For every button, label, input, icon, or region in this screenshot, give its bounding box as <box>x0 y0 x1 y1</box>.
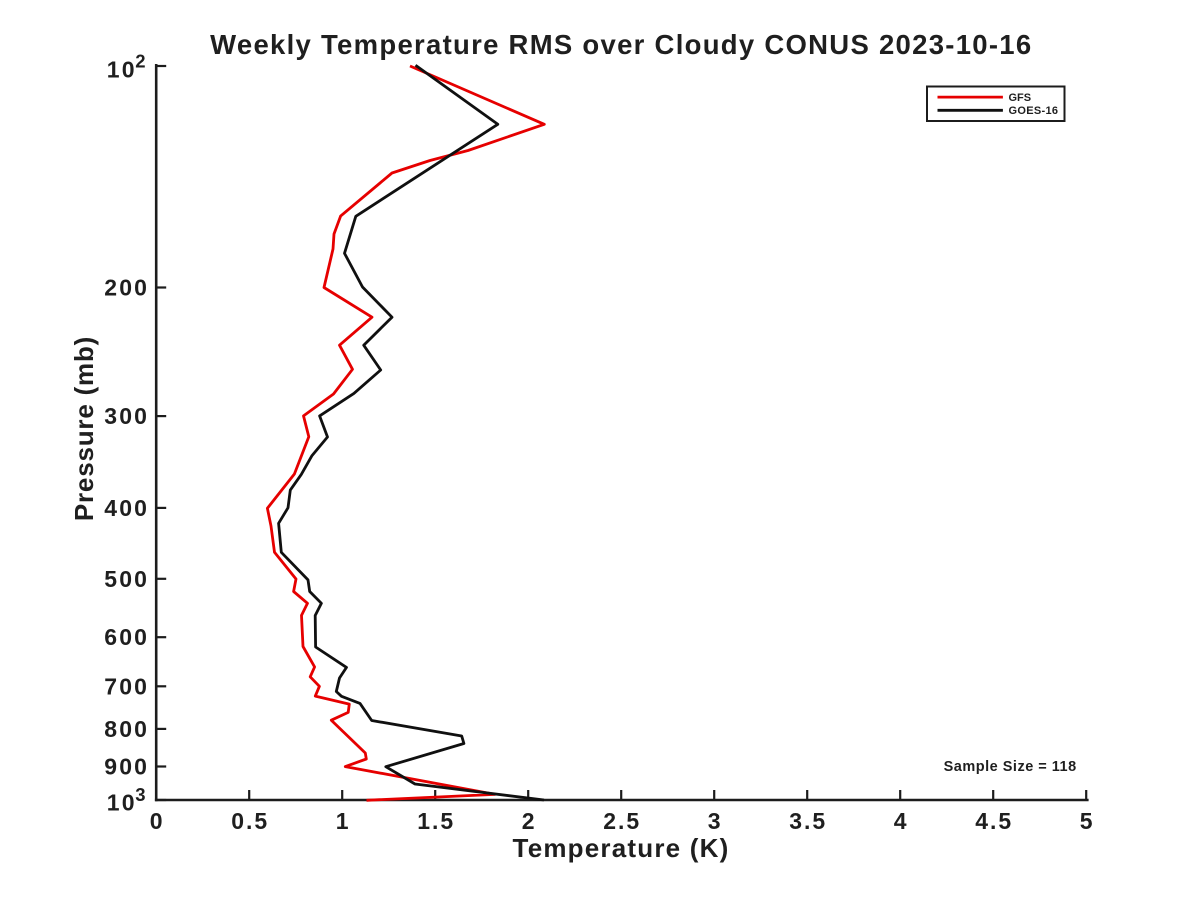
svg-text:4: 4 <box>894 808 909 834</box>
svg-text:400: 400 <box>104 495 149 521</box>
svg-text:Pressure (mb): Pressure (mb) <box>69 336 99 521</box>
svg-text:Sample Size = 118: Sample Size = 118 <box>944 759 1077 775</box>
svg-text:2: 2 <box>522 808 537 834</box>
svg-text:2.5: 2.5 <box>603 808 641 834</box>
svg-text:2: 2 <box>135 50 148 71</box>
svg-text:600: 600 <box>104 624 149 650</box>
svg-text:5: 5 <box>1080 808 1095 834</box>
svg-text:Weekly Temperature RMS over Cl: Weekly Temperature RMS over Cloudy CONUS… <box>210 29 1032 60</box>
svg-text:10: 10 <box>107 789 137 815</box>
svg-text:0.5: 0.5 <box>231 808 269 834</box>
svg-text:10: 10 <box>107 57 137 83</box>
svg-text:Temperature (K): Temperature (K) <box>513 833 730 863</box>
svg-text:900: 900 <box>104 754 149 780</box>
svg-text:700: 700 <box>104 673 149 699</box>
svg-text:4.5: 4.5 <box>975 808 1013 834</box>
svg-text:1: 1 <box>336 808 351 834</box>
svg-text:0: 0 <box>150 808 165 834</box>
svg-text:1.5: 1.5 <box>417 808 455 834</box>
svg-text:300: 300 <box>104 403 149 429</box>
svg-text:800: 800 <box>104 716 149 742</box>
svg-text:GFS: GFS <box>1009 92 1032 104</box>
svg-text:200: 200 <box>104 275 149 301</box>
svg-text:3: 3 <box>708 808 723 834</box>
svg-text:500: 500 <box>104 566 149 592</box>
svg-text:3.5: 3.5 <box>789 808 827 834</box>
svg-text:GOES-16: GOES-16 <box>1009 105 1059 117</box>
svg-text:3: 3 <box>135 784 148 805</box>
